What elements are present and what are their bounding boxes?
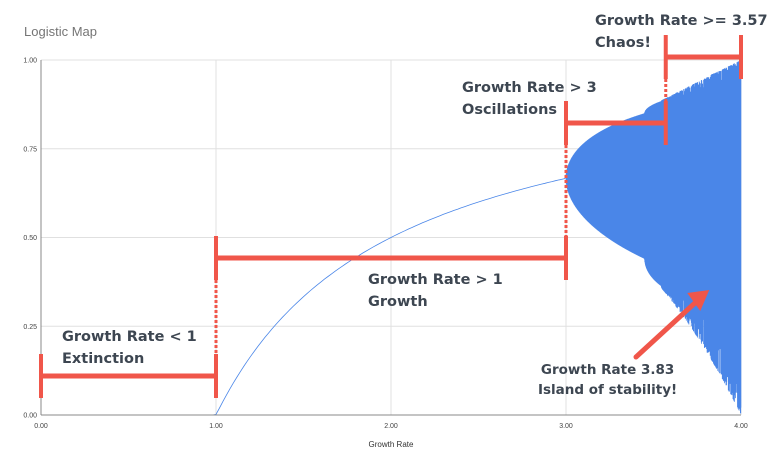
chart-title: Logistic Map xyxy=(24,24,97,39)
annotation-growth-line2: Growth xyxy=(368,294,428,310)
x-tick-label: 1.00 xyxy=(209,423,223,430)
x-tick-label: 3.00 xyxy=(559,423,573,430)
annotation-extinction-line1: Growth Rate < 1 xyxy=(62,329,197,345)
y-tick-label: 0.50 xyxy=(23,235,37,242)
y-tick-label: 1.00 xyxy=(23,58,37,65)
y-tick-label: 0.00 xyxy=(23,413,37,420)
annotation-growth: Growth Rate > 1 Growth xyxy=(368,269,503,313)
bifurcation-series xyxy=(41,59,742,416)
annotation-island-line1: Growth Rate 3.83 xyxy=(540,362,675,378)
tick-labels: 0.00 1.00 2.00 3.00 4.00 0.00 0.25 0.50 0.75 1.00 xyxy=(23,58,748,431)
y-tick-label: 0.25 xyxy=(23,324,37,331)
annotation-island: Growth Rate 3.83 Island of stability! xyxy=(538,360,677,400)
x-tick-label: 4.00 xyxy=(734,423,748,430)
annotation-oscillations-line2: Oscillations xyxy=(462,102,558,118)
annotation-extinction: Growth Rate < 1 Extinction xyxy=(62,326,197,370)
island-arrow-shaft xyxy=(633,296,702,360)
island-arrow-head xyxy=(687,290,710,311)
annotation-island-line2: Island of stability! xyxy=(538,382,678,398)
annotation-growth-line1: Growth Rate > 1 xyxy=(368,272,503,288)
x-tick-label: 2.00 xyxy=(384,423,398,430)
x-tick-label: 0.00 xyxy=(34,423,48,430)
annotation-chaos: Growth Rate >= 3.57 Chaos! xyxy=(595,10,768,54)
annotation-chaos-line1: Growth Rate >= 3.57 xyxy=(595,13,768,29)
annotation-oscillations: Growth Rate > 3 Oscillations xyxy=(462,77,597,121)
annotation-oscillations-line1: Growth Rate > 3 xyxy=(462,80,597,96)
annotation-brackets xyxy=(39,35,743,398)
annotation-extinction-line2: Extinction xyxy=(62,351,145,367)
annotation-chaos-line2: Chaos! xyxy=(595,35,651,51)
y-tick-label: 0.75 xyxy=(23,146,37,153)
x-axis-label: Growth Rate xyxy=(369,440,414,449)
